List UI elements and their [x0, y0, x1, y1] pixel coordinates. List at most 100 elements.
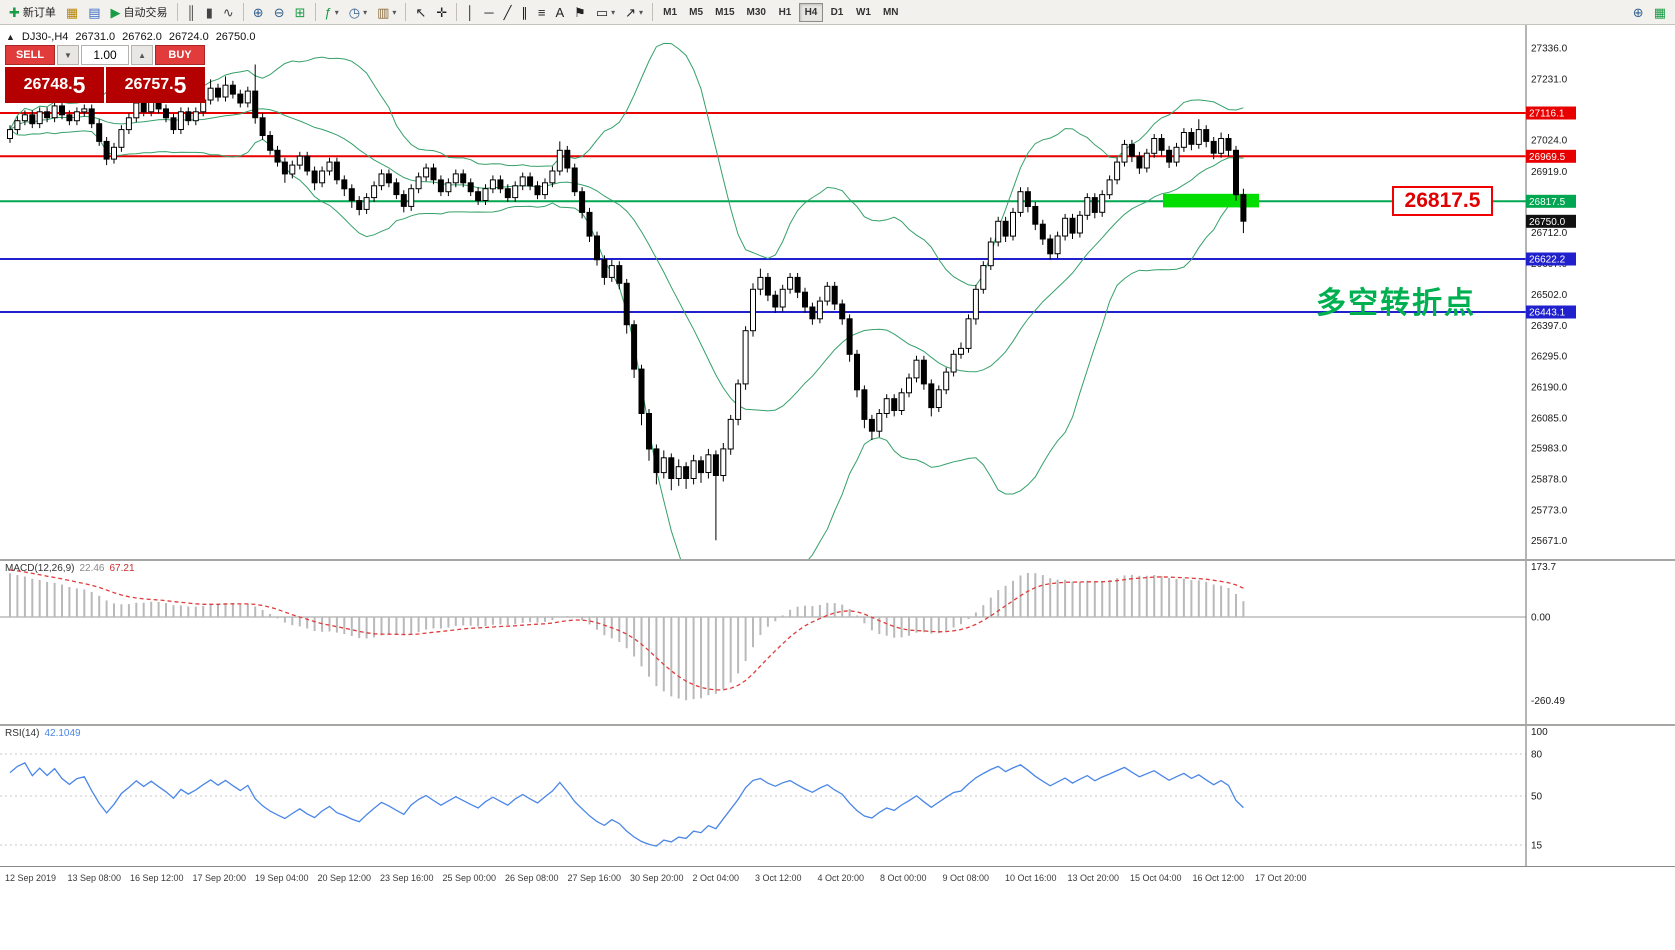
price-axis[interactable]: 27336.027231.027126.027024.026919.026814…	[1525, 25, 1576, 559]
highlight-rectangle[interactable]	[1163, 193, 1259, 208]
zoom-in-button[interactable]: ⊕	[249, 2, 268, 23]
bar-chart-mode-button[interactable]: ║	[183, 2, 200, 23]
periods-icon: ◷	[348, 4, 361, 20]
macd-indicator-chart[interactable]: 173.7 0.00 -260.49	[0, 561, 1675, 724]
vertical-line-button[interactable]: │	[462, 2, 478, 23]
zoom-out-icon: ⊖	[273, 4, 285, 20]
time-axis[interactable]: 12 Sep 2019 13 Sep 08:00 16 Sep 12:00 17 Se…	[0, 866, 1675, 950]
rsi-label: RSI(14) 42.1049	[5, 728, 81, 739]
sell-button[interactable]: SELL	[5, 45, 55, 65]
time-tick-label: 4 Oct 20:00	[817, 873, 865, 883]
oneclick-collapse-icon[interactable]: ▲	[6, 32, 15, 42]
arrows-button[interactable]: ↗ ▾	[621, 2, 647, 23]
cursor-icon: ↖	[415, 4, 427, 20]
shapes-button[interactable]: ▭ ▾	[592, 2, 619, 23]
price-line-badge: 26817.5	[1526, 194, 1576, 208]
periods-button[interactable]: ◷ ▾	[345, 2, 371, 23]
time-tick-label: 20 Sep 12:00	[317, 873, 372, 883]
macd-tick-label: 173.7	[1531, 562, 1556, 573]
close-value: 26750.0	[215, 31, 256, 43]
horizontal-line-button[interactable]: ─	[480, 2, 497, 23]
zoom-out-button[interactable]: ⊖	[270, 2, 289, 23]
buy-price[interactable]: 26757. 5	[106, 67, 205, 103]
price-tick-label: 26190.0	[1531, 382, 1568, 393]
price-line-badge: 26443.1	[1526, 305, 1576, 319]
window-layout-icon: ▦	[1653, 4, 1666, 20]
volume-increase-button[interactable]: ▲	[131, 45, 153, 65]
svg-text:26817.5: 26817.5	[1529, 197, 1566, 208]
price-tick-label: 26919.0	[1531, 167, 1568, 178]
high-value: 26762.0	[122, 31, 162, 43]
toolbar-right-group: ⊕ ▦	[1628, 2, 1671, 23]
window-layout-button[interactable]: ▦	[1650, 2, 1670, 23]
price-tick-label: 26295.0	[1531, 351, 1568, 362]
one-click-trading-panel: SELL ▼ ▲ BUY 26748.5 26757.5	[5, 45, 205, 103]
volume-input[interactable]	[80, 45, 130, 65]
navigator-icon: ▤	[88, 4, 101, 20]
price-tick-label: 26712.0	[1531, 228, 1568, 239]
time-tick-label: 12 Sep 2019	[5, 873, 57, 883]
buy-button[interactable]: BUY	[155, 45, 205, 65]
text-button[interactable]: A	[552, 2, 569, 23]
fibonacci-button[interactable]: ≡	[534, 2, 550, 23]
market-watch-icon: ▦	[65, 4, 79, 20]
toolbar: ✚ 新订单 ▦ ▤ ▶ 自动交易 ║ ▮ ∿ ⊕ ⊖ ⊞ ƒ ▾ ◷ ▾ ▥ ▾ ↖ ✛ │ ─ ╱ ∥ ≡ A ⚑ ▭ ▾ ↗ ▾ M1 M5…	[0, 0, 1675, 25]
timeframe-d1-button[interactable]: D1	[825, 3, 849, 22]
svg-text:27116.1: 27116.1	[1529, 109, 1565, 120]
line-chart-mode-button[interactable]: ∿	[219, 2, 238, 23]
candlestick-mode-button[interactable]: ▮	[202, 2, 217, 23]
price-tick-label: 25878.0	[1531, 475, 1568, 486]
rsi-axis[interactable]: 100 80 50 15	[1525, 726, 1548, 866]
new-order-button[interactable]: ✚ 新订单	[5, 2, 60, 23]
timeframe-m15-button[interactable]: M15	[710, 3, 739, 22]
navigator-button[interactable]: ▤	[84, 2, 104, 23]
timeframe-h4-button[interactable]: H4	[798, 2, 823, 22]
svg-text:26443.1: 26443.1	[1529, 308, 1566, 319]
tile-windows-button[interactable]: ⊞	[291, 2, 310, 23]
sell-price-pip: 5	[72, 71, 86, 98]
macd-axis[interactable]: 173.7 0.00 -260.49	[1525, 561, 1565, 724]
equidistant-channel-button[interactable]: ∥	[517, 2, 532, 23]
toolbar-separator	[176, 3, 178, 21]
macd-tick-label: 0.00	[1531, 613, 1551, 624]
volume-decrease-button[interactable]: ▼	[57, 45, 79, 65]
market-watch-button[interactable]: ▦	[62, 2, 82, 23]
timeframe-h1-button[interactable]: H1	[773, 3, 797, 22]
symbol-period-label: DJ30-,H4	[21, 31, 69, 43]
templates-button[interactable]: ▥ ▾	[373, 2, 400, 23]
buy-price-main: 26757.	[124, 76, 174, 93]
shapes-icon: ▭	[595, 4, 609, 20]
text-label-button[interactable]: ⚑	[570, 2, 590, 23]
chart-macd-splitter[interactable]	[0, 559, 1675, 561]
turning-point-annotation[interactable]: 多空转折点	[1316, 287, 1476, 320]
toolbar-separator	[652, 3, 654, 21]
crosshair-button[interactable]: ✛	[432, 2, 451, 23]
svg-text:26622.2: 26622.2	[1529, 255, 1566, 266]
time-tick-label: 17 Oct 20:00	[1255, 873, 1307, 883]
crosshair-icon: ✛	[436, 4, 448, 20]
timeframe-m30-button[interactable]: M30	[742, 3, 771, 22]
indicators-button[interactable]: ƒ ▾	[321, 2, 343, 23]
dropdown-arrow-icon: ▾	[639, 7, 644, 17]
timeframe-mn-button[interactable]: MN	[878, 3, 904, 22]
timeframe-m1-button[interactable]: M1	[658, 3, 682, 22]
timeframe-m5-button[interactable]: M5	[684, 3, 708, 22]
sell-price[interactable]: 26748. 5	[5, 67, 104, 103]
rsi-indicator-chart[interactable]: 100 80 50 15	[0, 726, 1675, 866]
time-tick-label: 2 Oct 04:00	[692, 873, 740, 883]
macd-rsi-splitter[interactable]	[0, 724, 1675, 726]
cursor-button[interactable]: ↖	[411, 2, 430, 23]
toolbar-separator	[456, 3, 458, 21]
price-chart[interactable]: 27336.027231.027126.027024.026919.026814…	[0, 25, 1675, 559]
rsi-tick-label: 50	[1531, 792, 1543, 803]
rsi-tick-label: 80	[1531, 750, 1543, 761]
autotrading-button[interactable]: ▶ 自动交易	[107, 2, 172, 23]
price-callout-label[interactable]: 26817.5	[1392, 186, 1493, 216]
price-tick-label: 25671.0	[1531, 536, 1568, 547]
timeframe-w1-button[interactable]: W1	[851, 3, 876, 22]
trendline-button[interactable]: ╱	[500, 2, 516, 23]
zoom-in-secondary-button[interactable]: ⊕	[1629, 2, 1648, 23]
tile-windows-icon: ⊞	[294, 4, 306, 20]
rsi-level-lines	[0, 753, 1526, 846]
current-price-badge: 26750.0	[1526, 214, 1576, 228]
